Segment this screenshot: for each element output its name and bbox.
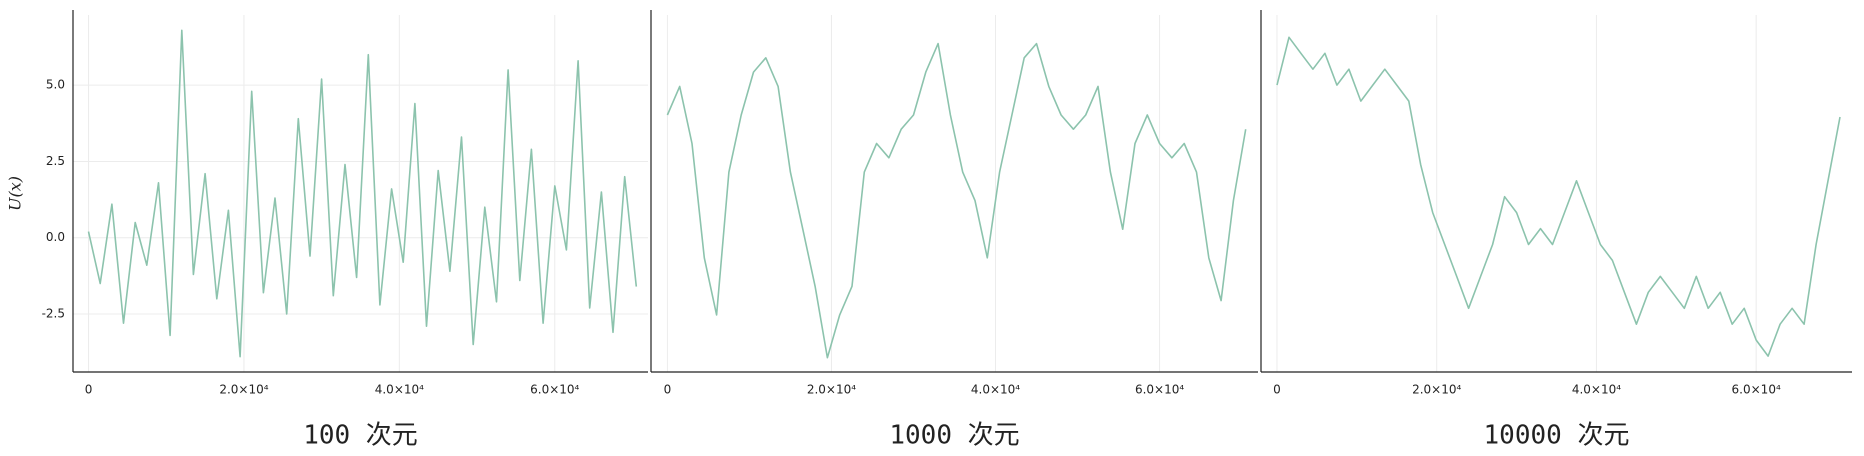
y-tick-label: -2.5 xyxy=(42,307,65,321)
series-line xyxy=(666,42,1247,359)
x-tick-label: 0 xyxy=(1273,383,1281,397)
y-tick-label: 5.0 xyxy=(46,78,65,92)
x-tick-label: 2.0×10⁴ xyxy=(219,383,268,397)
y-tick-label: 0.0 xyxy=(46,230,65,244)
x-tick-label: 4.0×10⁴ xyxy=(1572,383,1621,397)
chart-title: 1000 次元 xyxy=(889,421,1019,451)
series-line xyxy=(1276,36,1841,357)
x-tick-label: 2.0×10⁴ xyxy=(1412,383,1461,397)
chart-title: 10000 次元 xyxy=(1484,421,1630,451)
x-tick-label: 6.0×10⁴ xyxy=(530,383,579,397)
y-axis-label: U(x) xyxy=(6,176,25,211)
x-tick-label: 0 xyxy=(664,383,672,397)
chart-title: 100 次元 xyxy=(303,421,418,451)
x-tick-label: 4.0×10⁴ xyxy=(971,383,1020,397)
series-line xyxy=(87,29,638,358)
x-tick-label: 6.0×10⁴ xyxy=(1732,383,1781,397)
x-tick-label: 0 xyxy=(85,383,93,397)
x-tick-label: 6.0×10⁴ xyxy=(1135,383,1184,397)
y-tick-label: 2.5 xyxy=(46,154,65,168)
x-tick-label: 4.0×10⁴ xyxy=(375,383,424,397)
x-tick-label: 2.0×10⁴ xyxy=(807,383,856,397)
